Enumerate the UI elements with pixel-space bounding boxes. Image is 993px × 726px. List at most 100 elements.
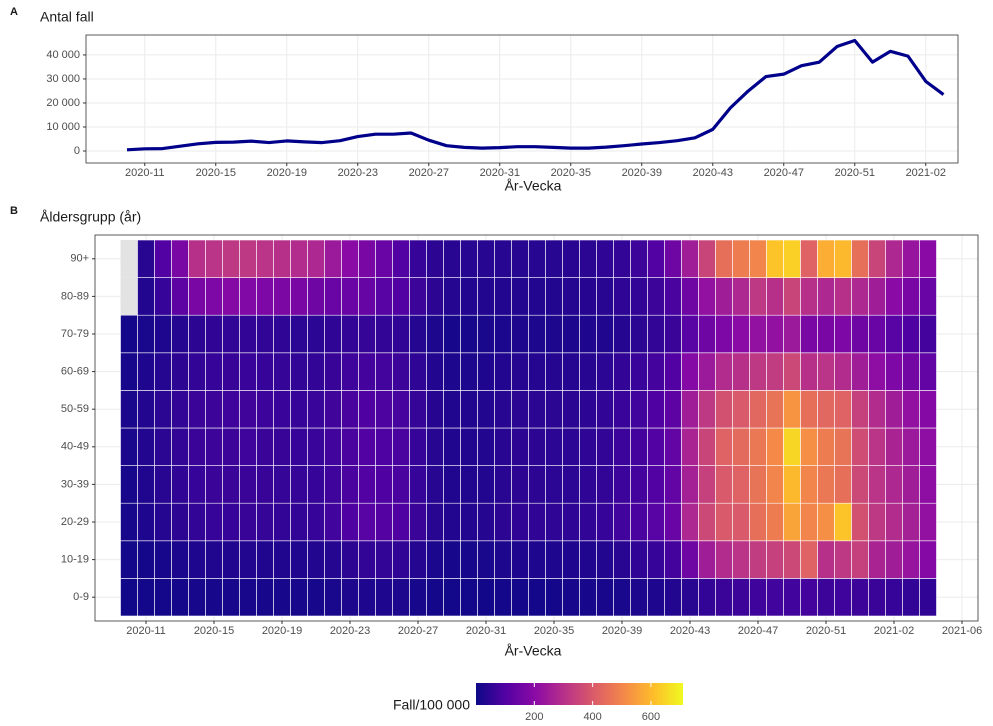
tile (545, 465, 563, 504)
tile (460, 277, 478, 316)
tile (613, 314, 631, 354)
tile (171, 540, 189, 579)
tile (222, 390, 240, 429)
tile (664, 239, 682, 278)
tile (664, 502, 682, 542)
tile (341, 352, 359, 391)
tile (851, 239, 869, 278)
tile (749, 314, 767, 354)
colorbar-tick-label: 200 (525, 711, 543, 723)
x-tick-label: 2021-06 (942, 625, 982, 637)
tile (188, 578, 206, 617)
x-tick-label: 2020-19 (262, 625, 302, 637)
panel-title: Antal fall (40, 9, 94, 25)
tile (868, 239, 886, 278)
y-tick-label: 40 000 (46, 49, 80, 61)
tile (256, 540, 274, 579)
tile (171, 239, 189, 278)
tile (834, 578, 852, 617)
tile (171, 427, 189, 466)
tile (239, 277, 257, 316)
tile (154, 239, 172, 278)
tile (596, 239, 614, 278)
tile (273, 277, 291, 316)
tile (919, 578, 937, 617)
tile (596, 502, 614, 542)
tile (800, 390, 818, 429)
tile (426, 314, 444, 354)
tile (171, 465, 189, 504)
tile (834, 239, 852, 278)
tile (443, 540, 461, 579)
tile (851, 314, 869, 354)
tile (358, 427, 376, 466)
tile (613, 427, 631, 466)
tile (579, 277, 597, 316)
tile (426, 352, 444, 391)
tile (375, 540, 393, 579)
tile (698, 390, 716, 429)
tile (341, 540, 359, 579)
tile (239, 427, 257, 466)
y-tick-label: 60-69 (61, 366, 89, 378)
tile (800, 578, 818, 617)
tile (426, 277, 444, 316)
tile (732, 578, 750, 617)
tile (579, 239, 597, 278)
tile (477, 352, 495, 391)
tile (528, 465, 546, 504)
tile (307, 540, 325, 579)
tile (358, 578, 376, 617)
tile (647, 390, 665, 429)
x-tick-label: 2020-43 (670, 625, 710, 637)
tile (324, 239, 342, 278)
tile (443, 352, 461, 391)
tile (511, 502, 529, 542)
tile (511, 578, 529, 617)
tile (851, 540, 869, 579)
tile (409, 540, 427, 579)
tile (681, 465, 699, 504)
tile (647, 540, 665, 579)
tile (919, 277, 937, 316)
tile (885, 390, 903, 429)
tile (188, 465, 206, 504)
tile (307, 314, 325, 354)
tile (885, 502, 903, 542)
tile (494, 465, 512, 504)
tile (460, 465, 478, 504)
tile (800, 239, 818, 278)
tile (766, 427, 784, 466)
tile (579, 352, 597, 391)
tile (528, 352, 546, 391)
tile (749, 390, 767, 429)
tile (579, 465, 597, 504)
tile (426, 427, 444, 466)
tile (511, 390, 529, 429)
line (126, 38, 945, 152)
tile (409, 277, 427, 316)
tile (749, 540, 767, 579)
tile (715, 427, 733, 466)
tile (664, 314, 682, 354)
tile (205, 277, 223, 316)
tile (579, 427, 597, 466)
tile (171, 390, 189, 429)
tile (800, 427, 818, 466)
tile (766, 314, 784, 354)
tile (494, 540, 512, 579)
tile (307, 390, 325, 429)
tile (137, 277, 155, 316)
tile (902, 540, 920, 579)
tile (766, 578, 784, 617)
tile (885, 314, 903, 354)
tile (222, 427, 240, 466)
y-tick-label: 0-9 (73, 591, 89, 603)
tile (528, 390, 546, 429)
tile (902, 239, 920, 278)
tile (256, 314, 274, 354)
tile (120, 427, 138, 466)
y-tick-label: 20-29 (61, 516, 89, 528)
tile (885, 239, 903, 278)
tile (545, 277, 563, 316)
